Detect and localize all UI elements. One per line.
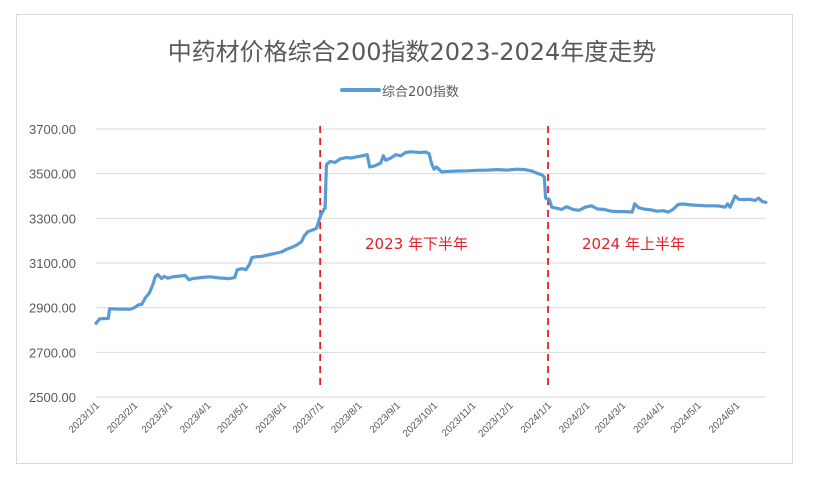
y-tick-label: 2500.00 xyxy=(29,390,76,405)
chart-frame xyxy=(16,14,793,464)
chart-title: 中药材价格综合200指数2023-2024年度走势 xyxy=(167,38,657,66)
y-tick-label: 3500.00 xyxy=(29,167,76,182)
x-tick-label: 2024/1/1 xyxy=(519,400,555,436)
x-tick-label: 2023/5/1 xyxy=(215,400,251,436)
x-tick-label: 2023/7/1 xyxy=(291,400,327,436)
x-tick-label: 2023/8/1 xyxy=(329,400,365,436)
x-tick-label: 2023/3/1 xyxy=(140,400,176,436)
legend-label: 综合200指数 xyxy=(382,84,459,100)
x-tick-label: 2023/2/1 xyxy=(105,400,141,436)
x-tick-label: 2023/11/1 xyxy=(440,400,479,439)
x-tick-label: 2023/10/1 xyxy=(401,400,441,440)
x-tick-label: 2024/5/1 xyxy=(669,400,705,436)
x-tick-label: 2024/4/1 xyxy=(632,400,668,436)
x-tick-label: 2023/1/1 xyxy=(67,400,103,436)
y-tick-label: 2900.00 xyxy=(29,301,76,316)
gridlines xyxy=(96,128,766,398)
y-tick-label: 3300.00 xyxy=(29,211,76,226)
half-year-divider-lines xyxy=(319,126,549,390)
x-tick-label: 2023/4/1 xyxy=(178,400,214,436)
index-line-series xyxy=(94,150,768,325)
x-tick-label: 2023/9/1 xyxy=(368,400,404,436)
x-tick-label: 2024/6/1 xyxy=(707,400,743,436)
legend-line-swatch xyxy=(340,88,381,92)
annotation-2023-h2: 2023 年下半年 xyxy=(365,235,468,253)
x-tick-label: 2024/2/1 xyxy=(557,400,593,436)
y-tick-label: 3100.00 xyxy=(29,256,76,271)
x-tick-label: 2024/3/1 xyxy=(593,400,629,436)
y-tick-label: 3700.00 xyxy=(29,122,76,137)
annotation-2024-h1: 2024 年上半年 xyxy=(582,235,685,253)
x-tick-label: 2023/12/1 xyxy=(477,400,517,440)
y-axis-ticks: 3700.00 3500.00 3300.00 3100.00 2900.00 2700.… xyxy=(29,122,76,405)
x-tick-label: 2023/6/1 xyxy=(254,400,290,436)
x-axis-ticks: 2023/1/1 2023/2/1 2023/3/1 2023/4/1 2023/5/1… xyxy=(67,400,743,440)
y-tick-label: 2700.00 xyxy=(29,345,76,360)
chart-legend: 综合200指数 xyxy=(340,80,459,100)
